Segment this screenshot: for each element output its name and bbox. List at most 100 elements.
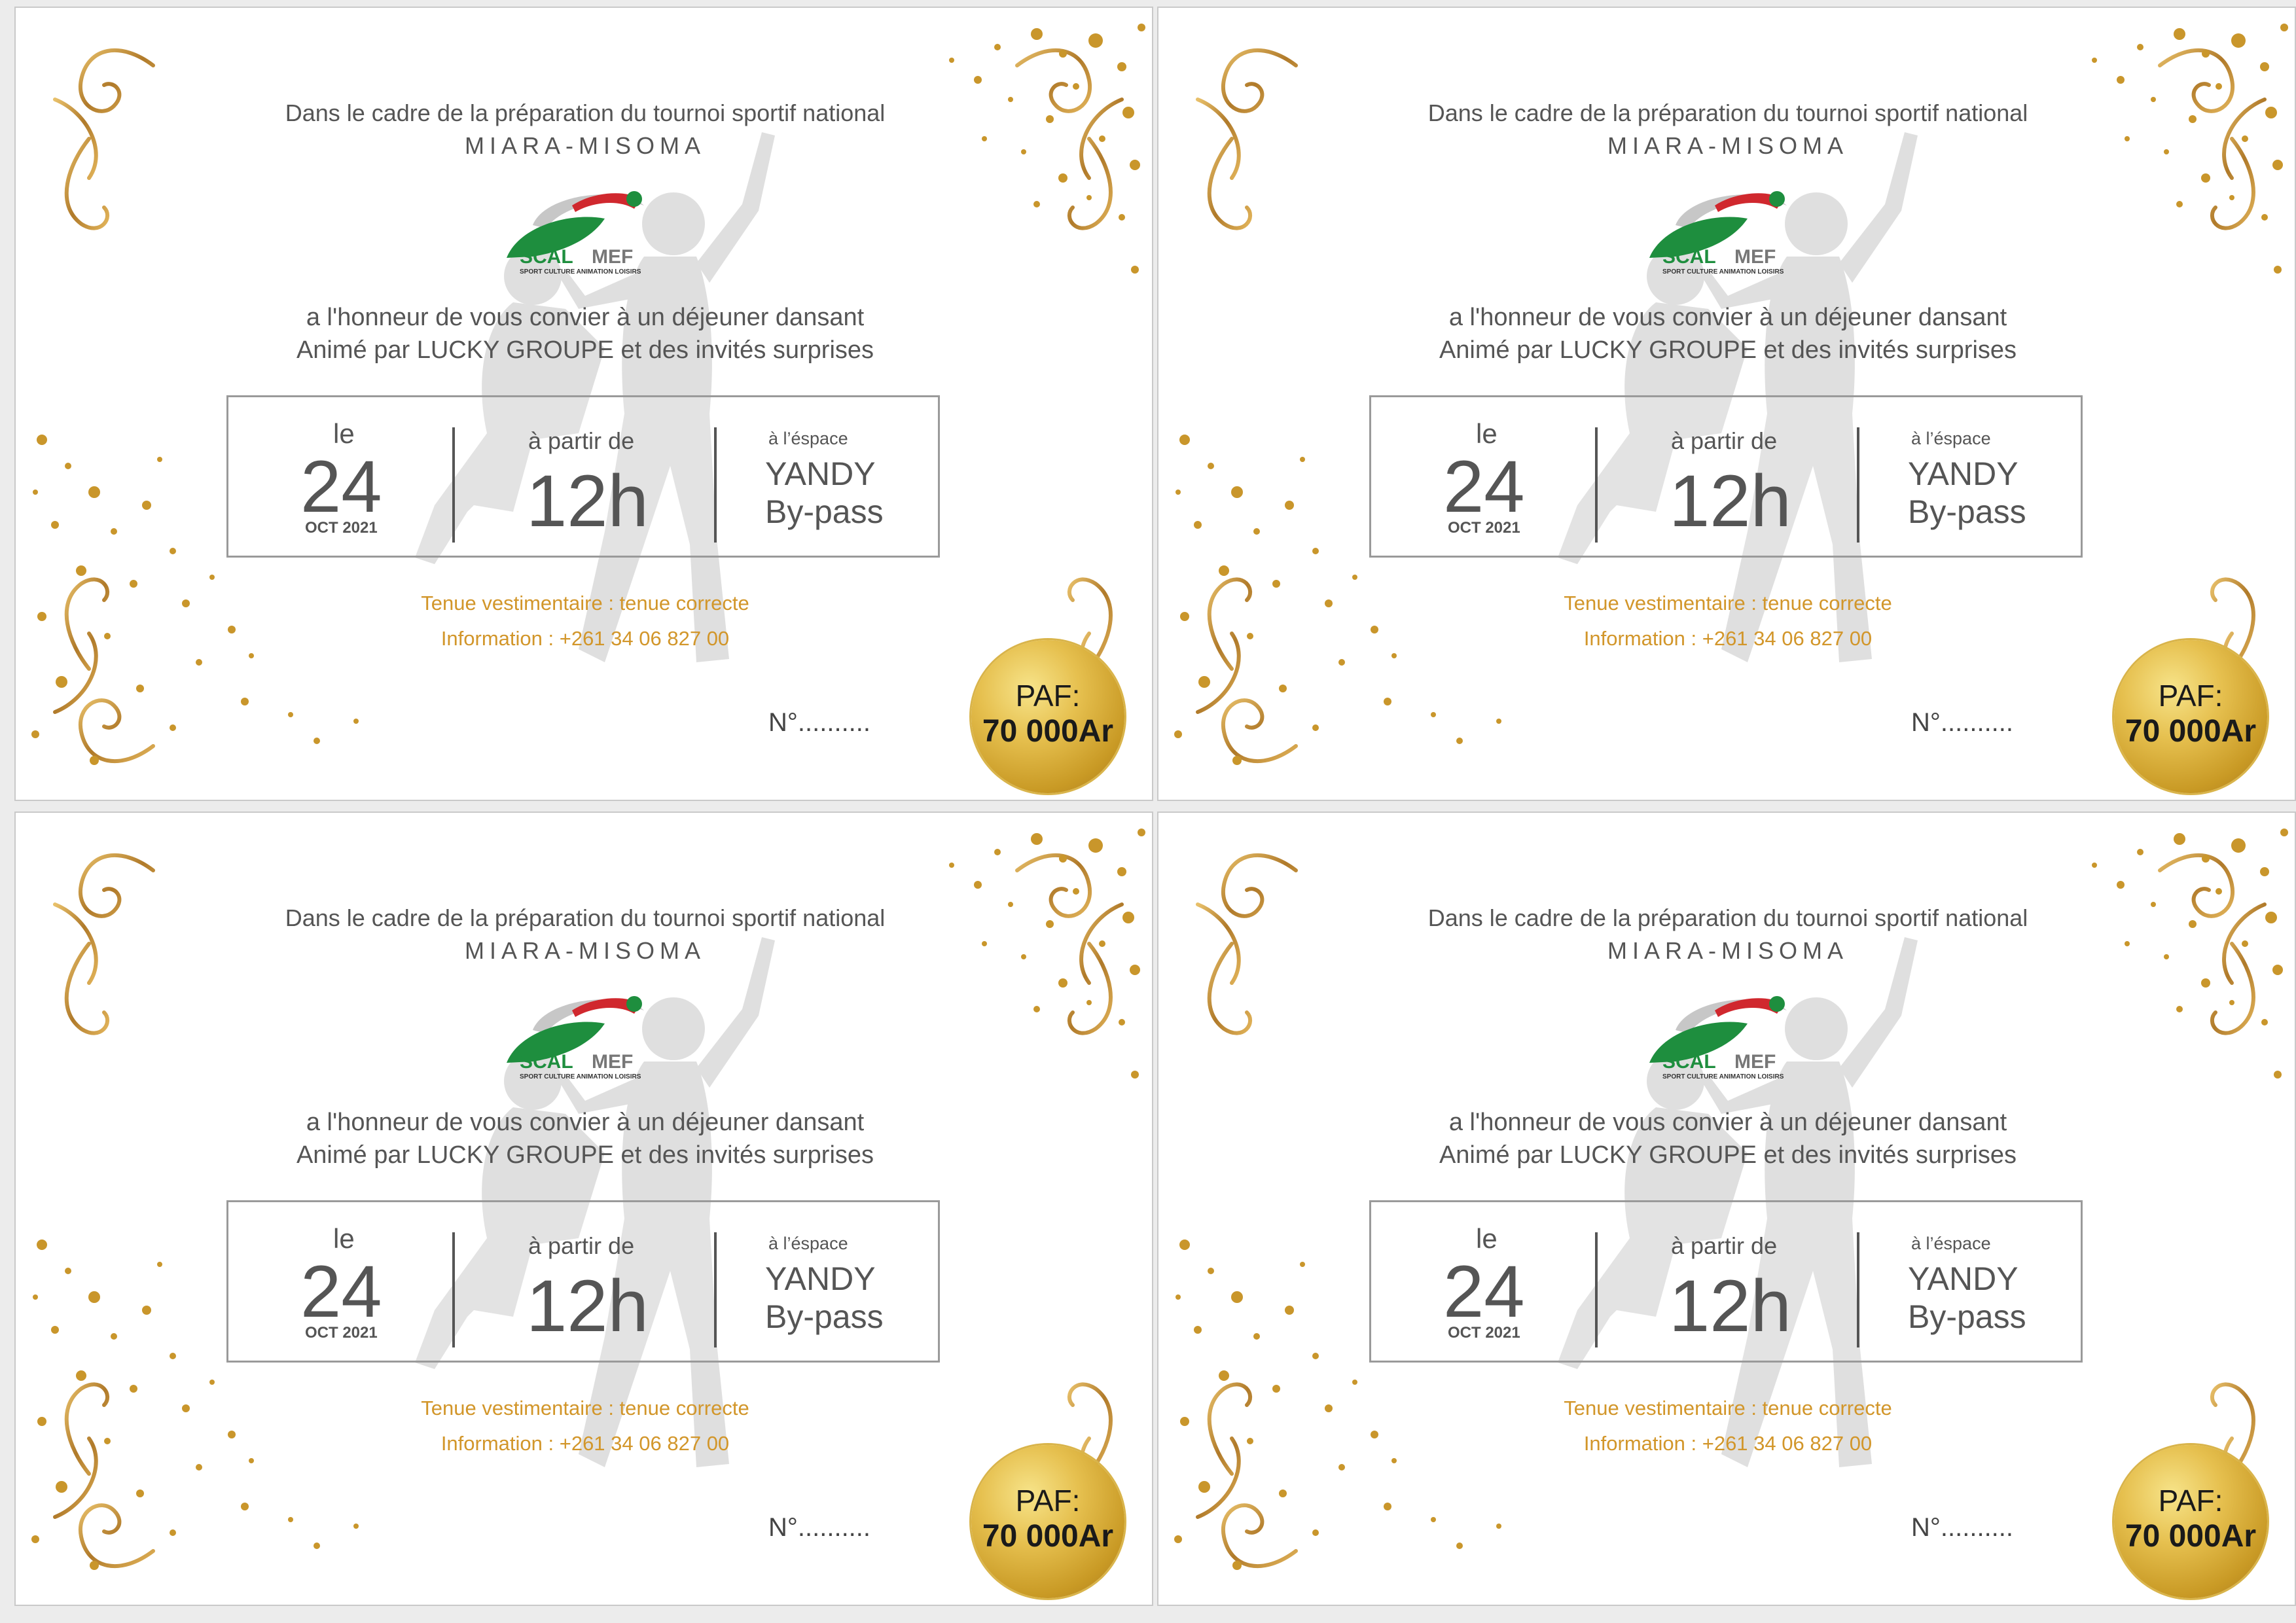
contact-information: Information : +261 34 06 827 00 xyxy=(1583,1432,1873,1455)
divider xyxy=(714,1232,717,1347)
svg-text:SCAL: SCAL xyxy=(1662,1051,1716,1073)
event-day: 24 xyxy=(300,446,382,527)
invitation-text: a l'honneur de vous convier à un déjeune… xyxy=(306,304,865,331)
dress-code: Tenue vestimentaire : tenue correcte xyxy=(1564,1397,1892,1419)
dancer-silhouette xyxy=(415,132,775,662)
invitation-text: a l'honneur de vous convier à un déjeune… xyxy=(1448,304,2007,331)
event-name: MIARA-MISOMA xyxy=(464,937,706,964)
time-prefix: à partir de xyxy=(1671,1232,1778,1259)
divider xyxy=(1857,427,1859,543)
price-amount: 70 000Ar xyxy=(982,1519,1114,1554)
venue-prefix: à l’éspace xyxy=(768,429,848,448)
svg-text:SCAL: SCAL xyxy=(1662,246,1716,268)
entertainment-text: Animé par LUCKY GROUPE et des invités su… xyxy=(296,1141,874,1169)
svg-text:MEF: MEF xyxy=(592,1051,633,1073)
svg-text:MEF: MEF xyxy=(1734,246,1776,268)
gold-frame-decoration xyxy=(1174,829,2288,1570)
contact-information: Information : +261 34 06 827 00 xyxy=(1583,627,1873,650)
divider xyxy=(1857,1232,1859,1347)
date-prefix: le xyxy=(333,1223,355,1254)
date-prefix: le xyxy=(1476,1223,1498,1254)
intro-text: Dans le cadre de la préparation du tourn… xyxy=(285,99,886,126)
event-day: 24 xyxy=(1443,1251,1525,1332)
date-prefix: le xyxy=(1476,418,1498,449)
svg-text:SPORT CULTURE ANIMATION LOISIR: SPORT CULTURE ANIMATION LOISIRS xyxy=(520,1073,641,1080)
event-name: MIARA-MISOMA xyxy=(464,132,706,159)
venue-name: YANDY xyxy=(1908,455,2018,492)
scal-mef-logo: SCAL MEF SPORT CULTURE ANIMATION LOISIRS xyxy=(493,179,670,277)
price-seal: PAF: 70 000Ar xyxy=(2114,1445,2267,1598)
venue-location: By-pass xyxy=(1908,1298,2026,1335)
dancer-silhouette xyxy=(1558,132,1918,662)
scal-mef-logo: SCAL MEF SPORT CULTURE ANIMATION LOISIRS xyxy=(1636,179,1813,277)
gold-frame-decoration xyxy=(31,829,1145,1570)
entertainment-text: Animé par LUCKY GROUPE et des invités su… xyxy=(1439,336,2017,364)
venue-name: YANDY xyxy=(1908,1260,2018,1297)
intro-text: Dans le cadre de la préparation du tourn… xyxy=(285,904,886,931)
event-name: MIARA-MISOMA xyxy=(1607,937,1848,964)
venue-prefix: à l’éspace xyxy=(768,1234,848,1253)
event-details-box: le 24 OCT 2021 à partir de 12h à l’éspac… xyxy=(1369,395,2083,558)
event-details-box: le 24 OCT 2021 à partir de 12h à l’éspac… xyxy=(226,395,940,558)
divider xyxy=(1595,1232,1598,1347)
event-month-year: OCT 2021 xyxy=(1448,519,1520,537)
time-prefix: à partir de xyxy=(528,427,635,454)
dancer-silhouette xyxy=(1558,937,1918,1467)
event-name: MIARA-MISOMA xyxy=(1607,132,1848,159)
svg-text:MEF: MEF xyxy=(1734,1051,1776,1073)
event-time: 12h xyxy=(1669,1265,1791,1347)
dancer-silhouette xyxy=(415,937,775,1467)
divider xyxy=(1595,427,1598,543)
dress-code: Tenue vestimentaire : tenue correcte xyxy=(421,592,749,615)
svg-text:SPORT CULTURE ANIMATION LOISIR: SPORT CULTURE ANIMATION LOISIRS xyxy=(520,268,641,276)
ticket-number-field: N°.......... xyxy=(1911,1513,2014,1542)
price-seal: PAF: 70 000Ar xyxy=(2114,640,2267,793)
svg-text:SPORT CULTURE ANIMATION LOISIR: SPORT CULTURE ANIMATION LOISIRS xyxy=(1662,1073,1784,1080)
event-month-year: OCT 2021 xyxy=(305,519,378,537)
divider xyxy=(452,427,455,543)
ticket-number-field: N°.......... xyxy=(768,708,871,737)
invitation-text: a l'honneur de vous convier à un déjeune… xyxy=(1448,1109,2007,1136)
price-label: PAF: xyxy=(2158,1484,2223,1518)
event-time: 12h xyxy=(526,1265,649,1347)
event-time: 12h xyxy=(1669,460,1791,542)
event-details-box: le 24 OCT 2021 à partir de 12h à l’éspac… xyxy=(226,1200,940,1363)
scal-mef-logo: SCAL MEF SPORT CULTURE ANIMATION LOISIRS xyxy=(493,984,670,1082)
ticket-number-field: N°.......... xyxy=(1911,708,2014,737)
gold-confetti xyxy=(1174,829,2288,1570)
event-day: 24 xyxy=(300,1251,382,1332)
contact-information: Information : +261 34 06 827 00 xyxy=(440,627,730,650)
svg-text:MEF: MEF xyxy=(592,246,633,268)
venue-name: YANDY xyxy=(765,455,876,492)
gold-frame-decoration xyxy=(1174,24,2288,765)
price-label: PAF: xyxy=(1015,1484,1081,1518)
gold-confetti xyxy=(1174,24,2288,765)
event-month-year: OCT 2021 xyxy=(1448,1324,1520,1342)
venue-location: By-pass xyxy=(765,1298,884,1335)
venue-location: By-pass xyxy=(1908,493,2026,530)
divider xyxy=(714,427,717,543)
event-day: 24 xyxy=(1443,446,1525,527)
event-month-year: OCT 2021 xyxy=(305,1324,378,1342)
event-time: 12h xyxy=(526,460,649,542)
entertainment-text: Animé par LUCKY GROUPE et des invités su… xyxy=(1439,1141,2017,1169)
invitation-ticket: SCAL MEF SPORT CULTURE ANIMATION LOISIRS… xyxy=(1157,7,2296,801)
time-prefix: à partir de xyxy=(528,1232,635,1259)
invitation-ticket: SCAL MEF SPORT CULTURE ANIMATION LOISIRS… xyxy=(14,812,1153,1606)
time-prefix: à partir de xyxy=(1671,427,1778,454)
intro-text: Dans le cadre de la préparation du tourn… xyxy=(1427,904,2028,931)
contact-information: Information : +261 34 06 827 00 xyxy=(440,1432,730,1455)
invitation-text: a l'honneur de vous convier à un déjeune… xyxy=(306,1109,865,1136)
venue-prefix: à l’éspace xyxy=(1911,1234,1991,1253)
gold-confetti xyxy=(31,829,1145,1570)
price-seal: PAF: 70 000Ar xyxy=(971,640,1124,793)
price-amount: 70 000Ar xyxy=(2125,714,2257,749)
venue-prefix: à l’éspace xyxy=(1911,429,1991,448)
scal-mef-logo: SCAL MEF SPORT CULTURE ANIMATION LOISIRS xyxy=(1636,984,1813,1082)
dress-code: Tenue vestimentaire : tenue correcte xyxy=(1564,592,1892,615)
svg-text:SCAL: SCAL xyxy=(520,1051,573,1073)
ticket-number-field: N°.......... xyxy=(768,1513,871,1542)
date-prefix: le xyxy=(333,418,355,449)
price-amount: 70 000Ar xyxy=(2125,1519,2257,1554)
intro-text: Dans le cadre de la préparation du tourn… xyxy=(1427,99,2028,126)
